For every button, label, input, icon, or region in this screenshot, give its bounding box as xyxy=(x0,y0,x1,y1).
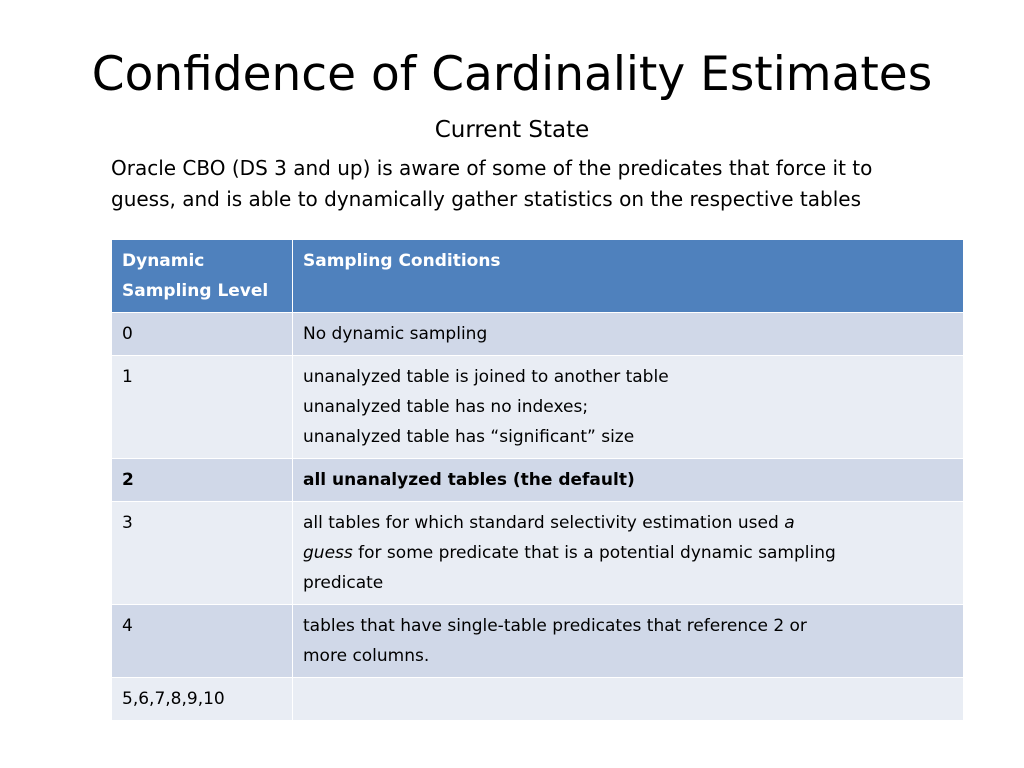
condition-text: unanalyzed table has “significant” size xyxy=(303,427,635,447)
condition-line: guess for some predicate that is a poten… xyxy=(303,538,953,568)
condition-line: all tables for which standard selectivit… xyxy=(303,508,953,538)
table-row: 0 No dynamic sampling xyxy=(111,312,964,356)
condition-text-italic: guess xyxy=(303,543,353,563)
intro-line: Oracle CBO (DS 3 and up) is aware of som… xyxy=(111,156,873,180)
level-cell: 2 xyxy=(111,458,293,502)
level-cell: 0 xyxy=(111,312,293,356)
header-dynamic-sampling-level: Dynamic Sampling Level xyxy=(111,239,293,313)
condition-text-italic: a xyxy=(784,513,795,533)
condition-text: all tables for which standard selectivit… xyxy=(303,513,785,533)
slide-title: Confidence of Cardinality Estimates xyxy=(91,47,933,102)
level-cell: 3 xyxy=(111,501,293,605)
condition-text: more columns. xyxy=(303,646,430,666)
level-cell: 5,6,7,8,9,10 xyxy=(111,677,293,721)
conditions-cell: unanalyzed table is joined to another ta… xyxy=(292,355,964,459)
condition-text: No dynamic sampling xyxy=(303,324,488,344)
condition-text: all unanalyzed tables (the default) xyxy=(303,470,635,490)
header-sampling-conditions: Sampling Conditions xyxy=(292,239,964,313)
condition-text: for some predicate that is a potential d… xyxy=(352,543,836,563)
dynamic-sampling-table: Dynamic Sampling Level Sampling Conditio… xyxy=(111,239,964,721)
level-cell: 1 xyxy=(111,355,293,459)
slide-subtitle: Current State xyxy=(434,117,590,143)
level-cell: 4 xyxy=(111,604,293,678)
conditions-cell: all tables for which standard selectivit… xyxy=(292,501,964,605)
intro-line: guess, and is able to dynamically gather… xyxy=(111,187,861,211)
conditions-cell: tables that have single-table predicates… xyxy=(292,604,964,678)
conditions-cell: all unanalyzed tables (the default) xyxy=(292,458,964,502)
table-row: 3 all tables for which standard selectiv… xyxy=(111,501,964,605)
header-text: Sampling Level xyxy=(122,281,269,301)
header-text: Dynamic xyxy=(122,251,205,271)
table-header-row: Dynamic Sampling Level Sampling Conditio… xyxy=(111,239,964,313)
condition-text: predicate xyxy=(303,573,384,593)
intro-paragraph: Oracle CBO (DS 3 and up) is aware of som… xyxy=(111,153,1001,215)
conditions-cell: No dynamic sampling xyxy=(292,312,964,356)
condition-text: unanalyzed table has no indexes; xyxy=(303,397,589,417)
table-row-default: 2 all unanalyzed tables (the default) xyxy=(111,458,964,502)
condition-text: unanalyzed table is joined to another ta… xyxy=(303,367,669,387)
table-row: 4 tables that have single-table predicat… xyxy=(111,604,964,678)
conditions-cell xyxy=(292,677,964,721)
table-row: 1 unanalyzed table is joined to another … xyxy=(111,355,964,459)
condition-text: tables that have single-table predicates… xyxy=(303,616,807,636)
table-row: 5,6,7,8,9,10 xyxy=(111,677,964,721)
